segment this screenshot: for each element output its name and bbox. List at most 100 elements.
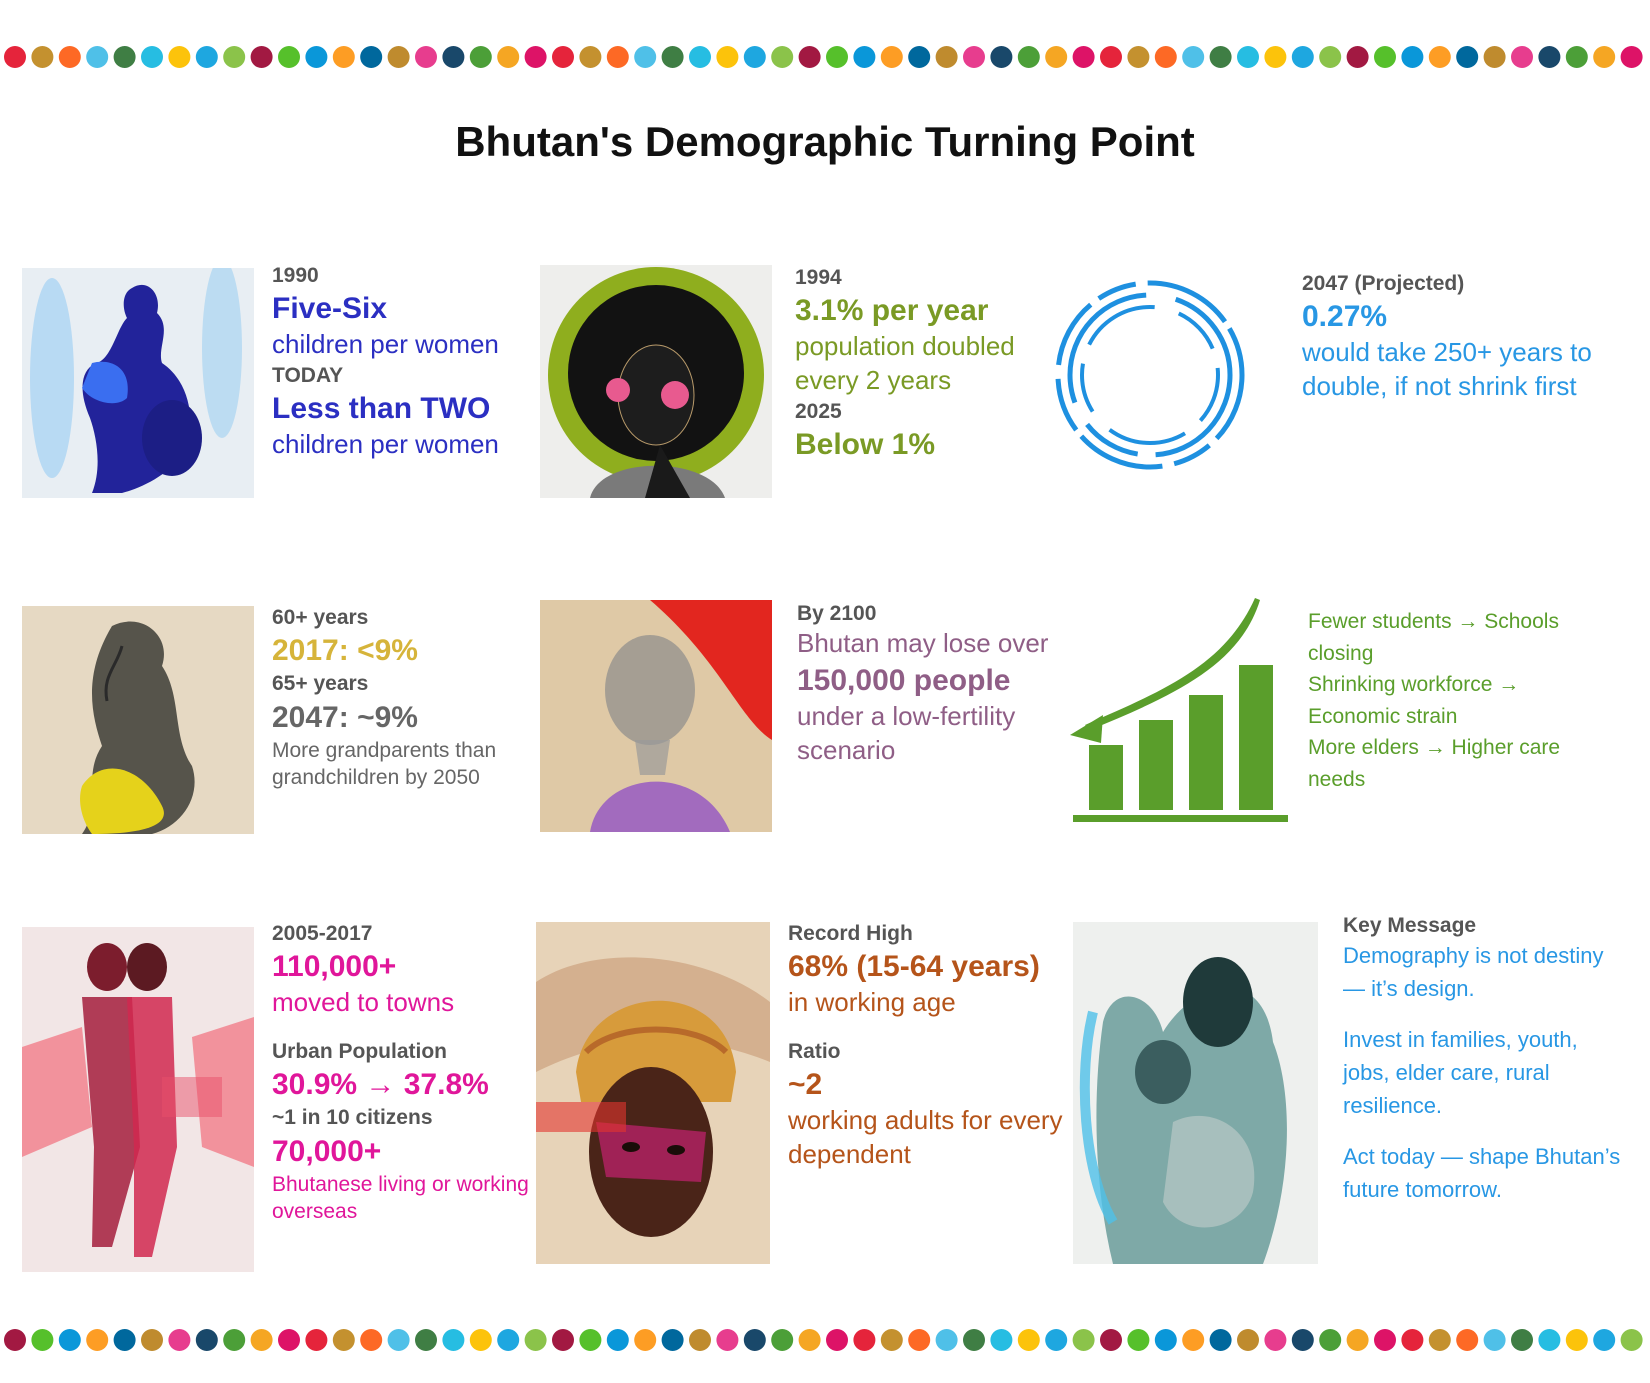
border-dot xyxy=(1428,1329,1451,1351)
border-dot xyxy=(387,46,410,68)
border-dot xyxy=(689,1329,711,1351)
projection-label: 2047 (Projected) xyxy=(1302,272,1465,295)
border-dot xyxy=(4,46,26,68)
growth-year-1994: 1994 xyxy=(795,266,842,289)
border-dot xyxy=(579,46,602,68)
projection-value: 0.27% xyxy=(1302,300,1388,334)
border-dot xyxy=(1291,46,1314,68)
border-dot xyxy=(1127,1329,1150,1351)
key-message-design: Demography is not destiny — it’s design. xyxy=(1343,943,1604,1002)
border-dot xyxy=(524,46,547,68)
border-dot xyxy=(935,1329,958,1351)
border-dot xyxy=(880,1329,903,1351)
border-dot xyxy=(332,46,355,68)
pregnant-woman-illustration xyxy=(22,268,254,498)
border-dot xyxy=(880,46,903,68)
border-dot xyxy=(1428,46,1451,68)
border-dot xyxy=(661,1329,684,1351)
fertility-desc-1990: children per women xyxy=(272,329,499,360)
aging-value-2047: 2047: ~9% xyxy=(272,700,418,734)
migration-value-moved: 110,000+ xyxy=(272,950,397,984)
border-dot xyxy=(415,46,437,68)
border-dot xyxy=(31,1329,54,1351)
migration-value-urban: 30.9% → 37.8% xyxy=(272,1068,489,1102)
projection-desc: would take 250+ years to double, if not … xyxy=(1302,337,1592,402)
border-dot xyxy=(86,1329,109,1351)
border-dot xyxy=(1483,46,1506,68)
border-dot xyxy=(1017,46,1040,68)
aging-label-65plus: 65+ years xyxy=(272,672,369,696)
border-dot xyxy=(552,1329,574,1351)
decline-label: By 2100 xyxy=(797,602,877,625)
decline-text-2: under a low-fertility scenario xyxy=(797,701,1016,765)
border-dot xyxy=(4,1329,26,1351)
border-dot xyxy=(853,1329,876,1351)
border-dot xyxy=(826,46,848,68)
border-dot xyxy=(113,46,136,68)
border-dot xyxy=(1620,1329,1643,1351)
border-dot xyxy=(1237,1329,1259,1351)
afro-woman-illustration xyxy=(540,265,772,498)
key-message-invest: Invest in families, youth, jobs, elder c… xyxy=(1343,1027,1578,1119)
border-dot xyxy=(1456,46,1479,68)
border-dot xyxy=(305,1329,328,1351)
fertility-value-today: Less than TWO xyxy=(272,392,491,426)
workforce-value-ratio: ~2 xyxy=(788,1068,823,1102)
border-dot xyxy=(1127,46,1150,68)
border-dot xyxy=(86,46,109,68)
border-dot xyxy=(1264,46,1287,68)
border-dot xyxy=(31,46,54,68)
workforce-desc-ratio: working adults for every dependent xyxy=(788,1105,1063,1170)
border-dot xyxy=(1538,1329,1561,1351)
turban-woman-illustration xyxy=(536,922,770,1264)
border-dot xyxy=(1346,1329,1369,1351)
workforce-label-ratio: Ratio xyxy=(788,1040,841,1064)
border-dot xyxy=(990,1329,1013,1351)
border-dot xyxy=(1346,46,1369,68)
border-dot xyxy=(415,1329,437,1351)
border-dot xyxy=(1593,1329,1616,1351)
border-dot xyxy=(1182,1329,1205,1351)
fertility-desc-today: children per women xyxy=(272,429,499,460)
border-dot xyxy=(1072,1329,1095,1351)
border-dot xyxy=(1456,1329,1479,1351)
fertility-value-1990: Five-Six xyxy=(272,292,388,326)
dot-border-top xyxy=(4,46,1643,68)
border-dot xyxy=(442,1329,465,1351)
border-dot xyxy=(1538,46,1561,68)
border-dot xyxy=(798,1329,821,1351)
border-dot xyxy=(442,46,465,68)
migration-value-overseas: 70,000+ xyxy=(272,1134,382,1168)
border-dot xyxy=(1045,46,1068,68)
border-dot xyxy=(743,1329,766,1351)
border-dot xyxy=(1154,1329,1177,1351)
growth-value-2025: Below 1% xyxy=(795,428,936,462)
elder-woman-illustration xyxy=(22,606,254,834)
migration-label-period: 2005-2017 xyxy=(272,922,373,945)
border-dot xyxy=(332,1329,355,1351)
dot-border-bottom xyxy=(4,1329,1643,1351)
impact-workforce: Shrinking workforce → Economic strain xyxy=(1308,673,1520,728)
border-dot xyxy=(1100,46,1122,68)
border-dot xyxy=(1565,1329,1588,1351)
border-dot xyxy=(1620,46,1643,68)
border-dot xyxy=(908,46,931,68)
border-dot xyxy=(826,1329,848,1351)
workforce-desc-percent: in working age xyxy=(788,987,956,1018)
workforce-label-record: Record High xyxy=(788,922,913,945)
border-dot xyxy=(305,46,328,68)
border-dot xyxy=(141,1329,163,1351)
migration-label-citizens: ~1 in 10 citizens xyxy=(272,1106,433,1130)
border-dot xyxy=(606,1329,629,1351)
dashed-circle-icon xyxy=(1050,270,1250,480)
border-dot xyxy=(1291,1329,1314,1351)
decline-text-1: Bhutan may lose over xyxy=(797,628,1049,659)
border-dot xyxy=(634,46,657,68)
border-dot xyxy=(278,46,300,68)
border-dot xyxy=(1017,1329,1040,1351)
aging-desc: More grandparents than grandchildren by … xyxy=(272,738,497,789)
border-dot xyxy=(1045,1329,1068,1351)
border-dot xyxy=(469,1329,492,1351)
young-woman-illustration xyxy=(540,600,772,832)
border-dot xyxy=(798,46,821,68)
